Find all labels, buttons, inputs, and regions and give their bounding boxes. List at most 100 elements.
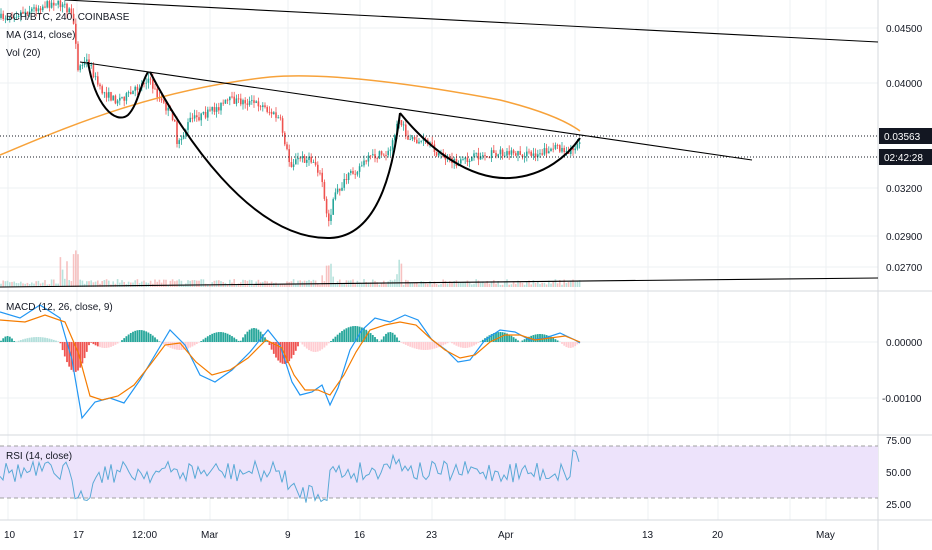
volume-bar	[99, 283, 101, 287]
candle-body	[486, 156, 488, 158]
macd-histogram-bar	[160, 342, 163, 344]
volume-bar	[512, 281, 515, 287]
candle-body	[521, 154, 524, 157]
macd-histogram-bar	[343, 329, 346, 342]
volume-bar	[24, 283, 26, 287]
volume-bar	[209, 284, 211, 287]
volume-bar	[378, 284, 381, 287]
macd-histogram-bar	[532, 335, 535, 342]
candle-body	[334, 192, 337, 200]
candle-body	[70, 8, 73, 14]
vol-legend[interactable]: Vol (20)	[6, 48, 40, 59]
symbol-title[interactable]: BCH/BTC, 240, COINBASE	[6, 12, 130, 23]
candle-body	[143, 83, 145, 84]
candle-body	[418, 141, 420, 144]
time-tick: 23	[426, 530, 438, 541]
volume-bar	[97, 280, 99, 287]
candle-body	[22, 11, 24, 14]
candle-body	[64, 3, 66, 5]
volume-bar	[163, 279, 165, 287]
volume-bar	[171, 279, 174, 287]
macd-histogram-bar	[459, 342, 462, 348]
candle-body	[105, 92, 108, 98]
volume-bar	[90, 280, 92, 287]
volume-bar	[418, 284, 420, 287]
volume-bar	[242, 279, 244, 287]
candle-body	[400, 120, 403, 126]
macd-histogram-bar	[198, 342, 200, 343]
macd-histogram-bar	[554, 339, 557, 342]
volume-bar	[479, 282, 482, 287]
macd-histogram-bar	[116, 342, 119, 344]
price-axis[interactable]: 0.04500 0.04000 0.03200 0.02900 0.02700 …	[879, 24, 932, 274]
candle-body	[262, 105, 264, 107]
candle-body	[242, 100, 244, 105]
macd-histogram-bar	[413, 342, 416, 349]
candle-body	[559, 145, 561, 152]
ma-legend[interactable]: MA (314, close)	[6, 30, 75, 41]
candle-body	[308, 156, 310, 160]
neckline-trendline[interactable]	[79, 61, 753, 161]
lower-trendline[interactable]	[0, 277, 879, 288]
large-cup-curve[interactable]	[149, 71, 401, 240]
candle-body	[53, 2, 55, 6]
candle-body	[466, 157, 469, 162]
candle-body	[361, 165, 363, 167]
macd-histogram-bar	[547, 335, 550, 342]
candle-body	[167, 107, 169, 111]
macd-histogram-bar	[550, 336, 552, 342]
volume-bar	[473, 283, 475, 287]
rsi-legend[interactable]: RSI (14, close)	[6, 451, 72, 462]
macd-axis[interactable]: 0.00000 -0.00100	[882, 338, 923, 405]
trendline-drawings[interactable]	[0, 0, 879, 288]
time-axis[interactable]: 10 17 12:00 Mar 9 16 23 Apr 13 20 May	[4, 530, 835, 541]
volume-bar	[244, 280, 246, 287]
macd-histogram-bar	[248, 329, 251, 342]
handle-curve[interactable]	[399, 112, 581, 180]
small-cup-curve[interactable]	[87, 61, 149, 119]
volume-bar	[416, 282, 418, 287]
candle-body	[460, 159, 462, 164]
macd-legend[interactable]: MACD (12, 26, close, 9)	[6, 302, 113, 313]
volume-bar	[9, 282, 11, 287]
volume-bar	[59, 257, 62, 287]
macd-histogram-bar	[26, 338, 29, 342]
time-tick: 9	[285, 530, 291, 541]
macd-histogram-bar	[272, 342, 275, 354]
macd-histogram-bar	[288, 342, 291, 362]
volume-bar	[94, 281, 97, 287]
upper-trendline[interactable]	[64, 0, 879, 43]
time-tick: 13	[642, 530, 654, 541]
rsi-line	[0, 449, 580, 503]
candle-body	[101, 86, 103, 94]
candle-body	[81, 64, 84, 66]
macd-histogram-bar	[321, 342, 324, 350]
candle-body	[482, 155, 484, 157]
macd-histogram-bar	[409, 342, 412, 347]
candle-body	[284, 132, 286, 145]
candle-body	[204, 111, 207, 118]
candle-body	[545, 148, 548, 154]
rsi-tick: 75.00	[886, 436, 911, 447]
macd-histogram-bar	[376, 339, 379, 342]
candle-body	[152, 79, 154, 89]
volume-bar	[237, 283, 240, 287]
candle-body	[420, 140, 422, 142]
cup-handle-drawings[interactable]	[87, 61, 581, 240]
macd-histogram-bar	[13, 340, 16, 342]
candle-body	[163, 100, 165, 103]
candle-body	[266, 107, 268, 112]
macd-histogram-bar	[473, 342, 475, 346]
candle-body	[0, 13, 2, 18]
volume-bar	[486, 280, 488, 287]
macd-histogram-bar	[83, 342, 86, 359]
macd-histogram-bar	[138, 330, 141, 342]
rsi-axis[interactable]: 75.00 50.00 25.00	[886, 436, 911, 511]
candle-body	[136, 86, 139, 91]
volume-bar	[88, 281, 90, 287]
candle-body	[218, 107, 220, 111]
macd-histogram-bar	[0, 340, 2, 342]
volume-bar	[279, 284, 282, 287]
macd-histogram-bar	[39, 337, 42, 342]
candle-body	[299, 157, 301, 159]
